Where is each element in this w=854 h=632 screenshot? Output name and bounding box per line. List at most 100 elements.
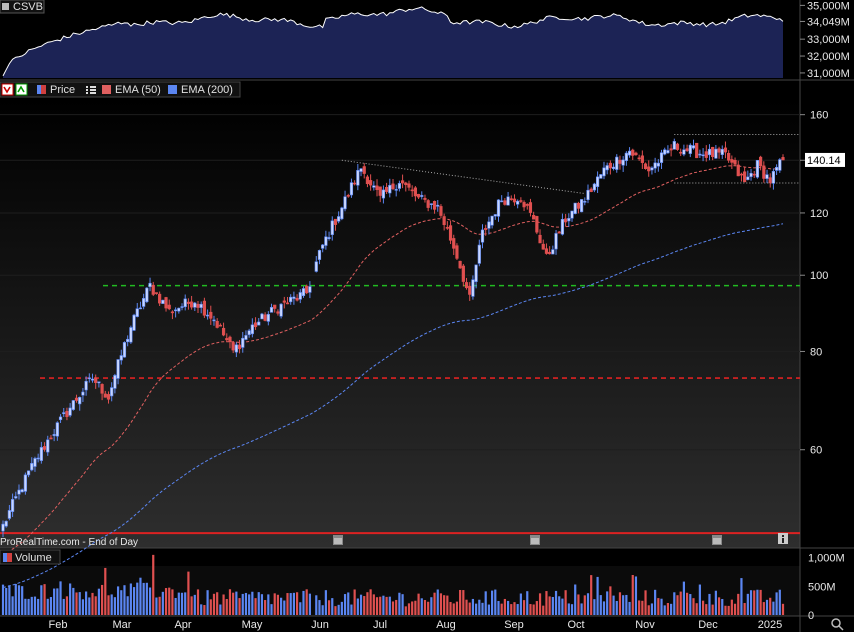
candle	[720, 145, 724, 159]
candle	[237, 339, 242, 354]
volume-bar	[590, 575, 593, 615]
volume-bar	[599, 595, 602, 615]
volume-bar	[123, 585, 126, 615]
volume-bar	[535, 601, 538, 615]
candle	[442, 213, 446, 231]
candle	[180, 303, 184, 311]
volume-bar	[727, 605, 730, 615]
candle	[46, 435, 50, 456]
candle	[643, 162, 648, 170]
volume-bar	[289, 593, 292, 615]
volume-bar	[88, 597, 91, 615]
instrument-header[interactable]: CSVB	[0, 0, 45, 14]
volume-bar	[516, 604, 519, 615]
volume-bar	[107, 595, 110, 615]
volume-bar	[753, 590, 756, 615]
calendar-icon[interactable]	[333, 535, 343, 545]
calendar-icon[interactable]	[530, 535, 540, 545]
volume-bar	[267, 594, 270, 615]
source-footer: ProRealTime.com - End of Day	[0, 537, 138, 548]
list-icon[interactable]	[86, 86, 96, 94]
candle	[701, 148, 705, 162]
volume-bar	[586, 593, 590, 615]
volume-bar	[5, 588, 8, 615]
ema50-legend[interactable]: EMA (50)	[115, 84, 161, 96]
price-legend[interactable]: Price	[50, 84, 75, 96]
candle	[391, 178, 395, 191]
volume-bar	[526, 591, 529, 615]
volume-bar	[276, 594, 280, 615]
volume-bar	[158, 596, 161, 615]
candle	[781, 154, 785, 161]
volume-bar	[340, 601, 343, 615]
candle	[583, 197, 587, 206]
volume-bar	[705, 604, 708, 615]
arrow-down-icon[interactable]	[1, 83, 14, 96]
ema200-legend[interactable]: EMA (200)	[181, 84, 233, 96]
candle	[627, 147, 632, 158]
volume-bar	[468, 602, 471, 615]
candle	[445, 221, 449, 230]
arrow-up-icon[interactable]	[15, 83, 28, 96]
menu-icon[interactable]	[2, 3, 9, 10]
volume-bar	[356, 598, 359, 615]
volume-bar	[388, 596, 391, 615]
volume-bar	[510, 604, 513, 615]
candle	[762, 161, 766, 183]
volume-bar	[104, 567, 107, 615]
candle	[340, 206, 344, 221]
candle	[145, 287, 149, 304]
candle	[4, 520, 8, 528]
calendar-icon[interactable]	[712, 535, 722, 545]
volume-bar	[695, 603, 698, 615]
volume-bar	[781, 603, 785, 615]
volume-bar	[244, 592, 248, 615]
volume-bar	[1, 584, 5, 615]
candle	[602, 161, 606, 180]
breadth-tick-label: 33,000M	[807, 34, 850, 46]
candle	[346, 193, 350, 198]
candle	[273, 304, 277, 313]
volume-bar	[363, 596, 366, 615]
volume-bar	[417, 593, 420, 615]
candle	[58, 414, 63, 423]
candle	[174, 307, 178, 318]
info-icon[interactable]	[778, 533, 788, 544]
candle	[39, 441, 43, 464]
zoom-icon[interactable]	[831, 618, 844, 631]
candle	[116, 359, 120, 385]
candle	[554, 230, 558, 255]
volume-bar	[37, 598, 40, 615]
candle	[228, 335, 232, 349]
candle	[522, 200, 526, 212]
volume-bar	[670, 603, 673, 615]
volume-bar	[132, 587, 136, 615]
candle	[544, 243, 549, 255]
volume-bar	[49, 597, 53, 615]
candle	[119, 349, 123, 365]
volume-bar	[248, 594, 251, 615]
candle	[241, 331, 245, 353]
candle	[516, 199, 520, 209]
volume-bar	[631, 574, 634, 615]
month-label: Apr	[174, 619, 191, 631]
volume-bar	[286, 593, 289, 615]
month-label: Jun	[311, 619, 329, 631]
candle	[436, 200, 440, 212]
volume-bar	[615, 600, 618, 615]
volume-bar	[369, 589, 372, 615]
candle	[528, 198, 533, 217]
volume-bar	[503, 598, 506, 615]
candle	[512, 194, 517, 206]
volume-bar	[200, 604, 203, 615]
volume-bar	[775, 592, 778, 615]
volume-bar	[110, 594, 113, 615]
volume-bar	[746, 593, 749, 615]
volume-bar	[53, 588, 56, 615]
volume-bar	[446, 595, 449, 615]
volume-bar	[257, 592, 260, 615]
volume-bar	[40, 585, 43, 615]
instrument-name: CSVB	[13, 1, 43, 13]
candle	[68, 403, 72, 418]
volume-bar	[730, 599, 733, 615]
